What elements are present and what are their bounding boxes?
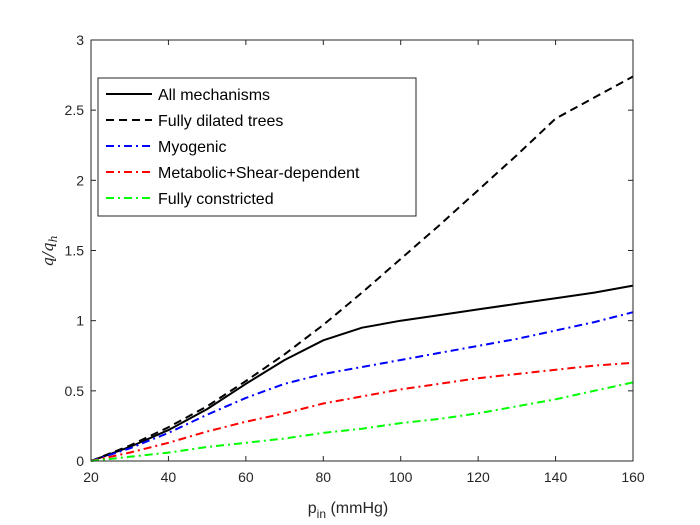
x-axis-label-rest: (mmHg)	[326, 500, 388, 517]
legend: All mechanisms Fully dilated trees Myogeni…	[97, 77, 417, 217]
x-tick-label: 80	[315, 469, 331, 485]
y-axis-label-sub: h	[47, 235, 60, 242]
x-axis-label-sub: in	[317, 507, 326, 521]
y-axis-label-main: q/q	[39, 242, 57, 266]
series-layer	[90, 75, 634, 462]
legend-label-2: Fully dilated trees	[158, 113, 283, 130]
x-tick-label: 140	[544, 469, 568, 485]
x-axis-label-main: p	[308, 500, 317, 517]
legend-label-4: Metabolic+Shear-dependent	[158, 165, 360, 182]
series-line-2	[90, 75, 634, 462]
y-tick-label: 1.5	[65, 243, 85, 259]
ticks: 20 40 60 80 100 120 140 160 0 0.5 1 1.5 2 2.5 3	[65, 32, 645, 485]
x-tick-label: 60	[238, 469, 254, 485]
y-tick-label: 2.5	[65, 102, 85, 118]
legend-label-5: Fully constricted	[158, 191, 274, 208]
x-tick-label: 20	[83, 469, 99, 485]
series-line-4	[90, 361, 634, 462]
y-tick-label: 2	[76, 172, 84, 188]
x-axis-label: pin (mmHg)	[308, 500, 388, 521]
series-line-1	[90, 284, 634, 462]
x-tick-label: 160	[621, 469, 645, 485]
legend-label-1: All mechanisms	[158, 87, 270, 104]
x-tick-label: 100	[389, 469, 413, 485]
series-line-5	[90, 381, 634, 462]
legend-label-3: Myogenic	[158, 139, 226, 156]
y-axis-label: q/qh	[39, 235, 60, 266]
y-tick-label: 0	[76, 453, 84, 469]
x-tick-label: 40	[161, 469, 177, 485]
series-line-3	[90, 311, 634, 462]
y-tick-label: 0.5	[65, 383, 85, 399]
y-tick-label: 1	[76, 313, 84, 329]
legend-box	[97, 77, 417, 217]
y-tick-label: 3	[76, 32, 84, 48]
x-tick-label: 120	[466, 469, 490, 485]
